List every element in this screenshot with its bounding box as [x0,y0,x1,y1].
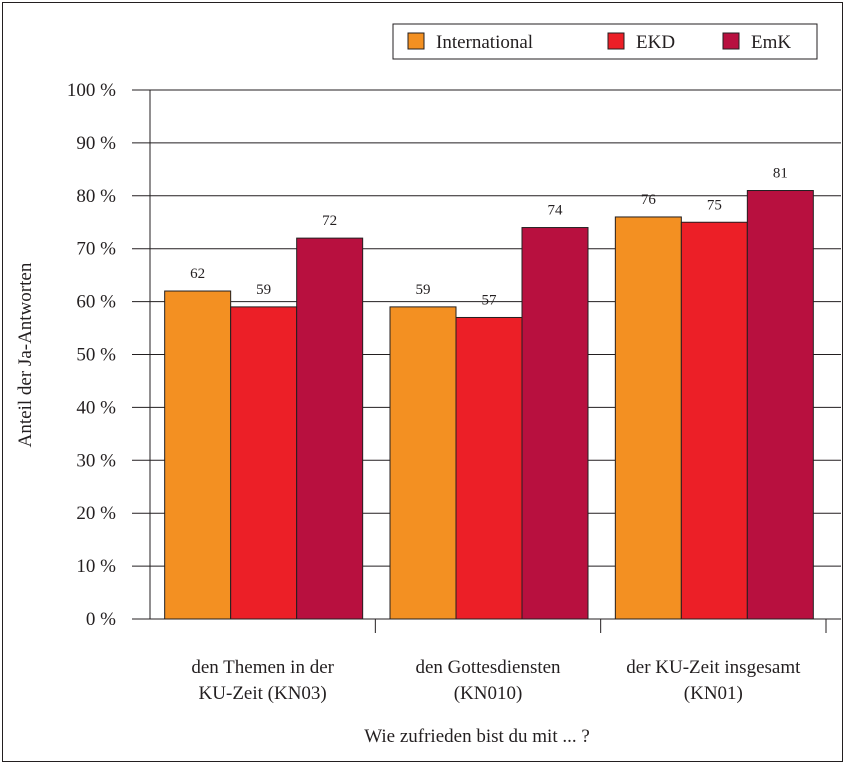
bar-emk [521,227,589,620]
x-tick-label: den Gottesdiensten [415,657,561,678]
x-tick-label: (KN010) [454,683,523,704]
data-labels: 62 59 72 59 57 74 76 75 81 [190,166,788,309]
legend-label: EKD [636,32,675,53]
data-label: 59 [256,282,271,298]
y-tick-label: 30 % [76,450,116,471]
legend-frame [392,23,818,60]
data-label: 59 [416,282,431,298]
legend-swatch [407,32,425,50]
y-tick-label: 70 % [76,239,116,260]
y-axis-title: Anteil der Ja-Antworten [15,262,36,447]
data-label: 57 [482,292,498,308]
x-tick-label: den Themen in der [191,657,334,678]
bar-emk [296,237,364,620]
legend: International EKD EmK [392,23,818,60]
y-tick-label: 60 % [76,292,116,313]
y-tick-label: 90 % [76,133,116,154]
legend-label: EmK [751,32,791,53]
y-tick-label: 20 % [76,503,116,524]
x-tick-label: (KN01) [684,683,743,704]
bar-ekd [230,306,298,620]
bar-international [614,216,682,620]
legend-swatch [722,32,740,50]
data-label: 75 [707,197,722,213]
bar-ekd [455,316,523,620]
x-tick-label: der KU-Zeit insgesamt [626,657,801,678]
bars [164,190,814,620]
data-label: 76 [641,192,657,208]
bar-international [389,306,457,620]
y-tick-label: 40 % [76,397,116,418]
legend-swatch [607,32,625,50]
x-tick-label: KU-Zeit (KN03) [199,683,327,704]
y-tick-label: 80 % [76,186,116,207]
x-axis-title: Wie zufrieden bist du mit ... ? [364,726,590,747]
legend-label: International [436,32,533,53]
y-tick-label: 0 % [86,609,116,630]
data-label: 74 [548,203,564,219]
bar-emk [746,190,814,620]
y-tick-label: 10 % [76,556,116,577]
y-tick-label: 100 % [67,80,116,101]
data-label: 81 [773,166,788,182]
y-tick-label: 50 % [76,345,116,366]
bar-ekd [680,221,748,620]
bar-international [164,290,232,620]
axes: 0 % 10 % 20 % 30 % 40 % 50 % 60 % 70 % 80 % 90 % 1… [67,80,841,704]
legend-items: International EKD EmK [407,32,791,53]
data-label: 62 [190,266,205,282]
data-label: 72 [322,213,337,229]
